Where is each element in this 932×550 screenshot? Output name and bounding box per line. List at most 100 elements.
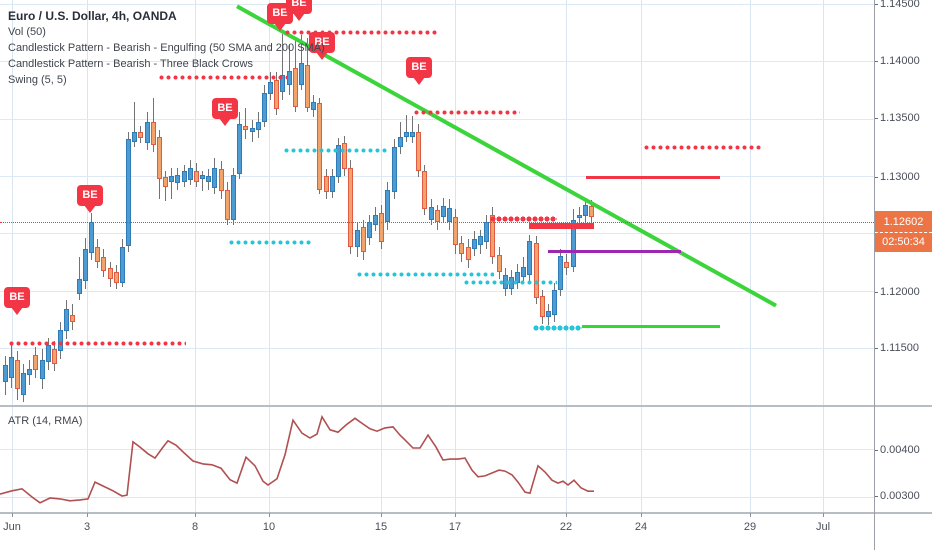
candlestick[interactable]	[156, 137, 162, 180]
legend-swing[interactable]: Swing (5, 5)	[8, 74, 67, 86]
candlestick[interactable]	[527, 241, 533, 275]
swing-high-marker[interactable]	[413, 110, 520, 115]
candlestick[interactable]	[397, 137, 403, 148]
candlestick[interactable]	[51, 349, 57, 364]
candle-wick[interactable]	[202, 171, 204, 191]
candlestick[interactable]	[373, 215, 378, 226]
candlestick[interactable]	[181, 171, 187, 182]
candlestick[interactable]	[95, 247, 101, 262]
candlestick[interactable]	[552, 289, 558, 315]
candlestick[interactable]	[465, 247, 471, 260]
candlestick[interactable]	[193, 171, 199, 182]
candlestick[interactable]	[249, 127, 255, 133]
candlestick[interactable]	[391, 147, 397, 192]
candlestick[interactable]	[126, 139, 131, 246]
candlestick[interactable]	[70, 314, 76, 322]
candle-wick[interactable]	[171, 168, 173, 199]
candlestick[interactable]	[132, 132, 138, 142]
candlestick[interactable]	[268, 82, 273, 94]
candlestick[interactable]	[570, 219, 576, 267]
candle-wick[interactable]	[288, 45, 290, 95]
candlestick[interactable]	[255, 122, 261, 131]
candlestick[interactable]	[33, 354, 39, 370]
candlestick[interactable]	[206, 176, 212, 182]
candlestick[interactable]	[582, 204, 588, 217]
candlestick[interactable]	[440, 205, 446, 218]
candlestick[interactable]	[200, 174, 206, 180]
candlestick[interactable]	[175, 174, 181, 183]
candlestick[interactable]	[305, 64, 311, 109]
legend-pattern-engulfing[interactable]: Candlestick Pattern - Bearish - Engulfin…	[8, 42, 325, 54]
atr-indicator-label[interactable]: ATR (14, RMA)	[8, 415, 83, 427]
bearish-pattern-label[interactable]: BE	[286, 0, 312, 21]
candlestick[interactable]	[243, 125, 249, 131]
candlestick[interactable]	[348, 168, 354, 248]
candlestick[interactable]	[21, 373, 26, 395]
bearish-pattern-label[interactable]: BE	[4, 287, 30, 315]
swing-high-marker[interactable]	[284, 30, 438, 35]
candlestick[interactable]	[539, 296, 545, 317]
candlestick[interactable]	[403, 132, 409, 137]
candlestick[interactable]	[14, 359, 20, 390]
candlestick[interactable]	[82, 249, 88, 282]
legend-pattern-crows[interactable]: Candlestick Pattern - Bearish - Three Bl…	[8, 58, 253, 70]
candlestick[interactable]	[119, 247, 125, 283]
candlestick[interactable]	[58, 329, 64, 352]
candle-wick[interactable]	[412, 116, 414, 143]
candlestick[interactable]	[471, 239, 477, 250]
candlestick[interactable]	[428, 207, 434, 220]
candlestick[interactable]	[379, 212, 385, 243]
candlestick[interactable]	[261, 93, 267, 123]
swing-low-marker[interactable]	[356, 272, 494, 277]
legend-vol[interactable]: Vol (50)	[8, 26, 46, 38]
swing-low-marker[interactable]	[228, 240, 313, 245]
candlestick[interactable]	[144, 122, 150, 143]
swing-high-marker[interactable]	[490, 216, 557, 222]
candle-wick[interactable]	[78, 257, 80, 300]
bearish-pattern-label[interactable]: BE	[406, 57, 432, 85]
candle-wick[interactable]	[405, 115, 407, 142]
candlestick[interactable]	[76, 279, 82, 295]
swing-high-marker[interactable]	[158, 75, 288, 80]
candlestick[interactable]	[27, 368, 33, 376]
candlestick[interactable]	[360, 226, 366, 252]
swing-high-marker[interactable]	[8, 341, 186, 346]
candlestick[interactable]	[459, 242, 465, 254]
candlestick[interactable]	[533, 242, 539, 298]
atr-line[interactable]	[0, 414, 594, 504]
pane-separator[interactable]	[0, 405, 932, 407]
candlestick[interactable]	[113, 272, 119, 283]
candlestick[interactable]	[410, 132, 416, 137]
candlestick[interactable]	[447, 208, 453, 222]
candlestick[interactable]	[39, 359, 45, 379]
horizontal-line-drawing[interactable]	[582, 325, 720, 328]
candlestick[interactable]	[564, 262, 570, 268]
candlestick[interactable]	[385, 189, 391, 222]
candlestick[interactable]	[292, 68, 298, 108]
candlestick[interactable]	[274, 79, 280, 110]
horizontal-line-drawing[interactable]	[586, 176, 720, 179]
swing-low-marker[interactable]	[463, 280, 557, 285]
candlestick[interactable]	[224, 189, 230, 220]
candlestick[interactable]	[101, 257, 107, 272]
candlestick[interactable]	[329, 176, 335, 193]
candlestick[interactable]	[237, 124, 243, 174]
candlestick[interactable]	[8, 357, 14, 378]
candlestick[interactable]	[298, 62, 304, 86]
candle-wick[interactable]	[134, 101, 136, 148]
candlestick[interactable]	[218, 169, 224, 191]
candlestick[interactable]	[521, 266, 527, 277]
current-price-box[interactable]: 1.12602 02:50:34	[875, 211, 932, 252]
swing-low-marker[interactable]	[283, 148, 387, 153]
horizontal-line-drawing[interactable]	[548, 250, 681, 253]
candle-wick[interactable]	[245, 108, 247, 140]
candlestick[interactable]	[589, 205, 595, 218]
bearish-pattern-label[interactable]: BE	[77, 185, 103, 213]
candlestick[interactable]	[169, 176, 175, 182]
candlestick[interactable]	[558, 256, 564, 290]
candlestick[interactable]	[478, 235, 483, 245]
bearish-pattern-label[interactable]: BE	[212, 98, 238, 126]
candlestick[interactable]	[342, 142, 348, 170]
candlestick[interactable]	[150, 122, 156, 145]
candlestick[interactable]	[416, 132, 422, 172]
